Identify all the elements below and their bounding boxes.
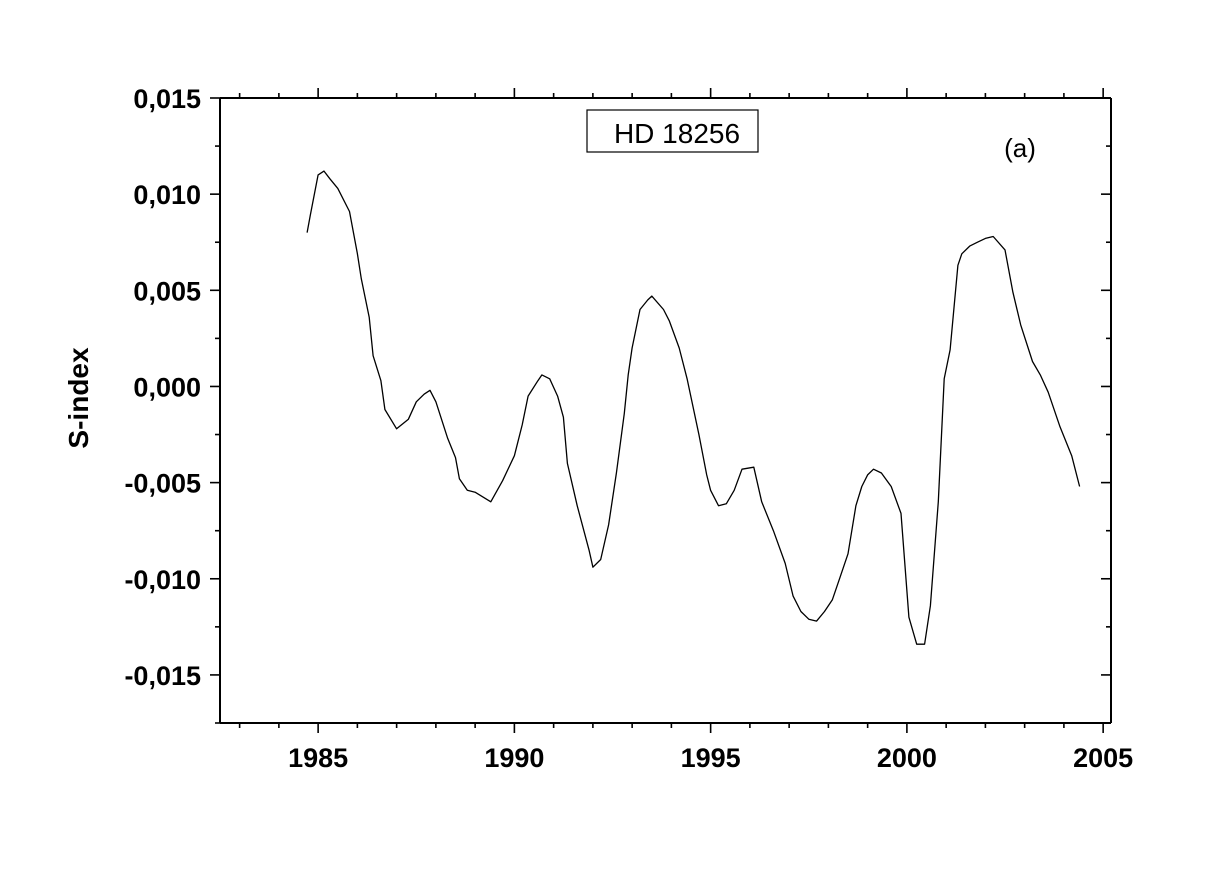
legend-label: HD 18256 — [614, 118, 740, 149]
x-tick-label: 1990 — [484, 743, 544, 773]
y-tick-label: 0,000 — [133, 372, 201, 402]
y-tick-label: -0,015 — [124, 661, 201, 691]
x-tick-label: 2005 — [1073, 743, 1133, 773]
x-tick-label: 1995 — [681, 743, 741, 773]
x-tick-label: 1985 — [288, 743, 348, 773]
y-axis-title: S-index — [63, 347, 94, 449]
x-tick-label: 2000 — [877, 743, 937, 773]
tick-labels: 1985 1990 1995 2000 2005 0,015 0,010 0,005 0,000… — [124, 84, 1133, 773]
plot-frame — [219, 97, 1112, 724]
tick-marks — [210, 88, 1111, 733]
series-line — [306, 170, 1081, 645]
series-layer — [306, 170, 1081, 645]
panel-label: (a) — [1004, 133, 1036, 163]
y-tick-label: 0,005 — [133, 276, 201, 306]
legend-box — [586, 109, 759, 153]
y-tick-label: -0,010 — [124, 565, 201, 595]
y-tick-label: 0,010 — [133, 180, 201, 210]
legend: HD 18256 — [586, 109, 759, 153]
y-tick-label: 0,015 — [133, 84, 201, 114]
y-tick-label: -0,005 — [124, 469, 201, 499]
